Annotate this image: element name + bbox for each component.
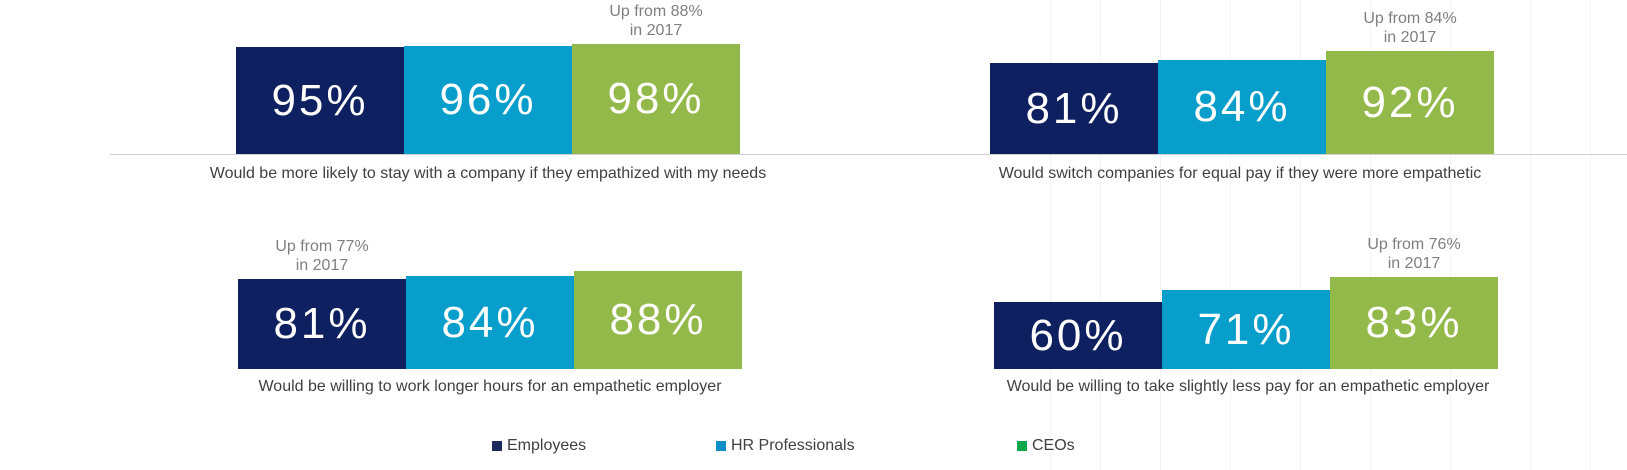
bar-value-label: 98% <box>607 74 705 123</box>
annotation-line: Up from 77% <box>275 238 369 255</box>
bar-ceos: 92% <box>1326 51 1494 154</box>
trend-annotation: Up from 84% in 2017 <box>1326 9 1494 47</box>
legend-ceos: CEOs <box>1017 437 1075 455</box>
chart-caption: Would be more likely to stay with a comp… <box>209 165 767 182</box>
bar-hr-professionals: 71% <box>1162 290 1330 369</box>
bar-value-label: 95% <box>271 75 369 125</box>
divider-line <box>110 154 1627 155</box>
bar-ceos: 98% <box>572 44 740 154</box>
bar-value-label: 84% <box>1193 82 1291 131</box>
bar-ceos: 88% <box>574 271 742 369</box>
bar-ceos: 83% <box>1330 277 1498 369</box>
annotation-line: Up from 84% <box>1363 10 1457 27</box>
annotation-line: Up from 76% <box>1367 236 1461 253</box>
legend-label: HR Professionals <box>731 437 855 454</box>
bar-hr-professionals: 84% <box>406 276 574 369</box>
bar-value-label: 88% <box>609 295 707 344</box>
trend-annotation: Up from 88% in 2017 <box>572 2 740 40</box>
bar-value-label: 84% <box>441 297 539 347</box>
bar-employees: 81% <box>238 279 406 369</box>
bar-employees: 60% <box>994 302 1162 369</box>
trend-annotation: Up from 77% in 2017 <box>238 237 406 275</box>
bar-value-label: 83% <box>1365 298 1463 347</box>
chart-caption: Would be willing to take slightly less p… <box>1006 378 1490 395</box>
annotation-line: in 2017 <box>1383 29 1437 46</box>
bar-hr-professionals: 84% <box>1158 60 1326 154</box>
bar-employees: 81% <box>990 63 1158 154</box>
legend-hr-professionals: HR Professionals <box>716 437 855 455</box>
bar-value-label: 71% <box>1197 304 1295 354</box>
bar-value-label: 81% <box>273 299 371 348</box>
legend-swatch <box>492 441 502 451</box>
annotation-line: in 2017 <box>629 22 683 39</box>
annotation-line: Up from 88% <box>609 3 703 20</box>
legend-employees: Employees <box>492 437 586 455</box>
legend-label: Employees <box>507 437 587 454</box>
bar-value-label: 60% <box>1029 310 1127 360</box>
bar-employees: 95% <box>236 47 404 154</box>
bar-value-label: 96% <box>439 75 537 124</box>
annotation-line: in 2017 <box>1387 255 1441 272</box>
trend-annotation: Up from 76% in 2017 <box>1330 235 1498 273</box>
legend-swatch <box>1017 441 1027 451</box>
bar-hr-professionals: 96% <box>404 46 572 154</box>
chart-caption: Would switch companies for equal pay if … <box>998 165 1482 182</box>
legend-label: CEOs <box>1032 437 1075 454</box>
bar-value-label: 81% <box>1025 83 1123 133</box>
bar-value-label: 92% <box>1361 77 1459 127</box>
legend-swatch <box>716 441 726 451</box>
annotation-line: in 2017 <box>295 257 349 274</box>
chart-caption: Would be willing to work longer hours fo… <box>258 378 722 395</box>
